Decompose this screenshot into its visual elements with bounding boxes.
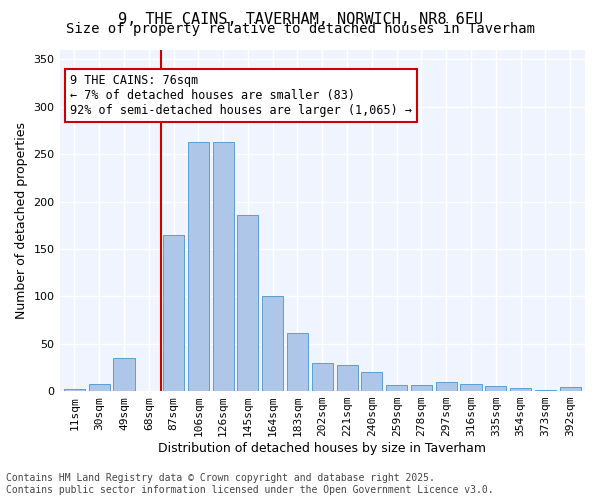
Bar [535,390,556,391]
Bar [113,358,134,391]
X-axis label: Distribution of detached houses by size in Taverham: Distribution of detached houses by size … [158,442,486,455]
Y-axis label: Number of detached properties: Number of detached properties [15,122,28,319]
Bar [485,386,506,391]
Bar [510,388,531,391]
Bar [411,386,432,391]
Bar [188,142,209,391]
Bar [386,386,407,391]
Bar [89,384,110,391]
Bar [64,389,85,391]
Bar [560,388,581,391]
Bar [287,334,308,391]
Bar [312,362,333,391]
Text: 9, THE CAINS, TAVERHAM, NORWICH, NR8 6FU: 9, THE CAINS, TAVERHAM, NORWICH, NR8 6FU [118,12,482,28]
Bar [436,382,457,391]
Bar [238,215,259,391]
Bar [212,142,233,391]
Text: Size of property relative to detached houses in Taverham: Size of property relative to detached ho… [65,22,535,36]
Bar [460,384,482,391]
Bar [262,296,283,391]
Bar [361,372,382,391]
Bar [337,364,358,391]
Bar [163,235,184,391]
Text: 9 THE CAINS: 76sqm
← 7% of detached houses are smaller (83)
92% of semi-detached: 9 THE CAINS: 76sqm ← 7% of detached hous… [70,74,412,117]
Text: Contains HM Land Registry data © Crown copyright and database right 2025.
Contai: Contains HM Land Registry data © Crown c… [6,474,494,495]
